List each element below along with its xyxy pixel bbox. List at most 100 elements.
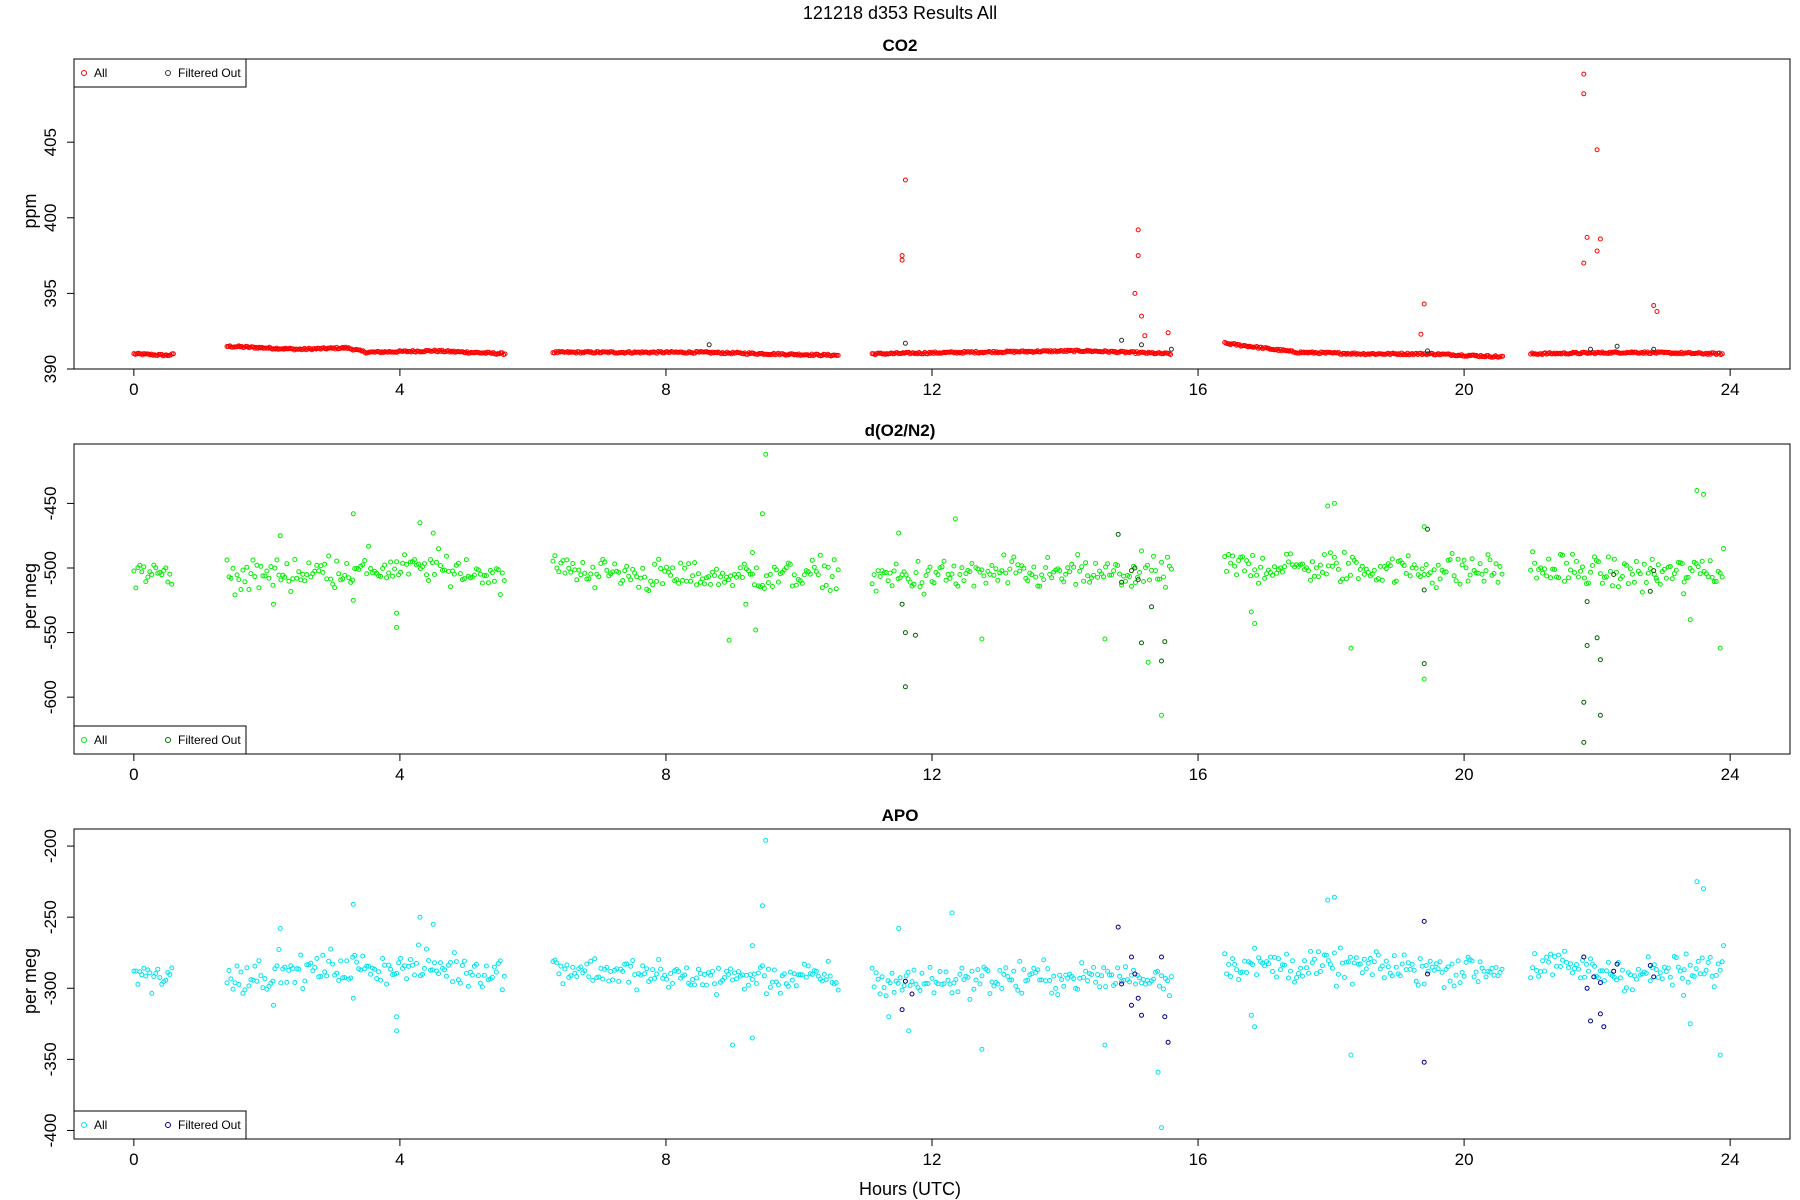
data-point [1055, 992, 1061, 998]
data-point [167, 972, 173, 977]
data-point [1053, 985, 1059, 991]
data-point-outlier [753, 627, 759, 633]
data-point [799, 972, 805, 978]
data-point [312, 965, 318, 970]
data-point [907, 579, 913, 585]
x-tick-label: 24 [1721, 765, 1740, 784]
x-tick-label: 20 [1455, 1150, 1474, 1169]
data-point [1685, 574, 1691, 580]
data-point [230, 986, 236, 992]
data-point [1141, 579, 1146, 584]
data-point [1309, 559, 1315, 565]
data-point [1111, 568, 1117, 574]
data-point [1323, 952, 1329, 958]
data-point [1491, 571, 1497, 576]
data-point-outlier [1594, 248, 1600, 254]
x-tick-label: 0 [129, 1150, 138, 1169]
data-point [604, 567, 610, 573]
data-point [1582, 575, 1587, 581]
data-point [1296, 971, 1301, 976]
data-point [785, 983, 791, 989]
data-point [588, 958, 594, 964]
data-point [1532, 951, 1538, 957]
data-point [1007, 977, 1013, 983]
data-point [702, 972, 707, 977]
data-point [1429, 580, 1435, 586]
data-point [1568, 567, 1573, 573]
data-point [338, 958, 344, 964]
data-point [1665, 965, 1671, 971]
data-point [712, 981, 717, 987]
data-point [680, 577, 686, 583]
data-point-outlier [1248, 609, 1254, 615]
filtered-point [1129, 1002, 1134, 1008]
data-point [416, 942, 421, 948]
data-point [937, 969, 943, 974]
data-point [935, 572, 941, 578]
data-point [1013, 570, 1019, 576]
data-point [714, 566, 719, 572]
data-point [352, 953, 358, 958]
data-point [570, 964, 576, 970]
data-point [1045, 966, 1051, 972]
data-point [1572, 570, 1577, 576]
data-point [736, 969, 741, 975]
data-point [580, 560, 586, 565]
data-point [648, 578, 654, 584]
data-point [987, 571, 993, 577]
data-point [1619, 967, 1625, 973]
filtered-point [1611, 572, 1617, 577]
data-point [1467, 572, 1473, 578]
data-point [1107, 572, 1113, 578]
data-point [869, 581, 875, 587]
data-point [1015, 562, 1021, 568]
data-point [1637, 571, 1643, 577]
data-point [642, 574, 648, 580]
data-point [1035, 583, 1041, 589]
x-tick-label: 20 [1455, 380, 1474, 399]
data-point [1043, 565, 1049, 571]
data-point [1603, 968, 1609, 974]
data-point-outlier [417, 520, 423, 526]
data-point [1121, 573, 1127, 579]
data-point [873, 970, 879, 976]
data-point [1234, 967, 1240, 973]
data-point [636, 584, 642, 590]
data-point-outlier [394, 1028, 400, 1034]
data-point [584, 576, 590, 582]
data-point-outlier [417, 914, 423, 920]
data-point [1315, 574, 1321, 580]
data-point [720, 570, 725, 576]
data-point [473, 961, 479, 967]
data-point [477, 980, 483, 986]
data-point [791, 971, 797, 977]
data-point [499, 570, 505, 576]
data-point [907, 983, 913, 988]
data-point-outlier [1145, 659, 1151, 665]
data-point [722, 579, 727, 585]
data-point [1691, 973, 1697, 979]
data-point [755, 970, 761, 976]
data-point [1433, 585, 1439, 591]
data-point [350, 577, 356, 583]
data-point [1045, 555, 1051, 560]
legend: All Filtered Out [73, 1110, 247, 1140]
data-point [616, 569, 622, 575]
data-point [1403, 570, 1409, 576]
filtered-point [1115, 531, 1121, 537]
data-point [761, 973, 767, 979]
data-point [1041, 957, 1047, 963]
data-point [761, 586, 767, 591]
data-point [252, 963, 258, 969]
data-point [1633, 976, 1639, 982]
data-point [1679, 975, 1685, 981]
filtered-point [1614, 343, 1620, 349]
data-point [1163, 584, 1168, 590]
data-point [1329, 965, 1335, 971]
data-point [334, 970, 340, 976]
data-point [1675, 964, 1681, 970]
data-point [1554, 963, 1559, 969]
data-point [1423, 562, 1429, 568]
filtered-point [1581, 739, 1587, 745]
data-point [576, 567, 582, 573]
